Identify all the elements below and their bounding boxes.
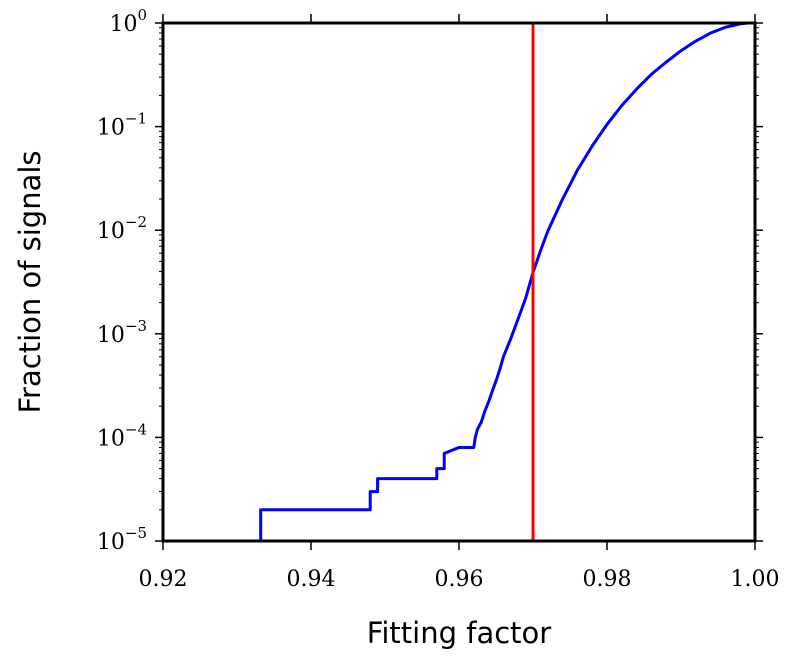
series-line-0 (190, 21, 755, 543)
x-tick-label: 0.94 (287, 567, 336, 592)
y-tick-label: 10−3 (97, 317, 147, 348)
y-tick-label: 10−1 (97, 110, 147, 141)
y-tick-label: 10−4 (97, 420, 147, 451)
plot-frame (161, 21, 757, 543)
x-tick-label: 0.98 (583, 567, 632, 592)
x-tick-label: 0.92 (139, 567, 188, 592)
tick-labels: 0.92 0.94 0.96 0.98 1.00 10−5 10−4 10−3 10−2 10−1… (97, 6, 780, 592)
y-tick-label: 10−2 (97, 213, 147, 244)
x-axis-label: Fitting factor (367, 616, 551, 650)
y-tick-label: 10−5 (97, 524, 147, 555)
x-tick-label: 0.96 (435, 567, 484, 592)
y-axis-label: Fraction of signals (13, 150, 47, 413)
x-tick-label: 1.00 (731, 567, 780, 592)
axis-ticks (155, 14, 763, 550)
plot-area (161, 21, 757, 543)
y-tick-label: 100 (109, 6, 147, 37)
